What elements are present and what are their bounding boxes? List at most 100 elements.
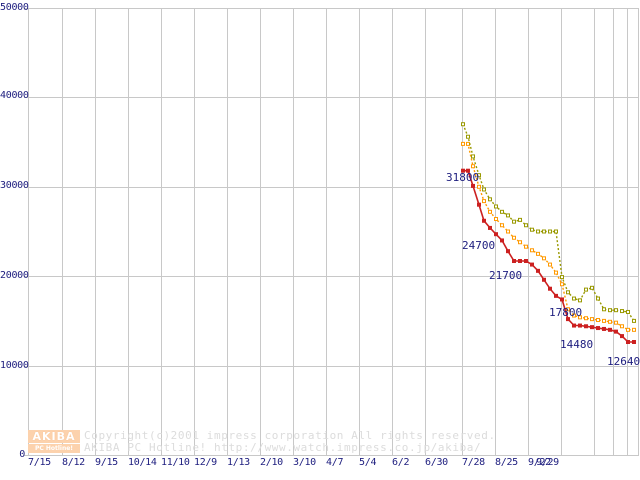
y-axis-tick-label: 20000 [0, 270, 29, 281]
data-point-marker [524, 244, 528, 249]
data-point-marker [632, 327, 636, 332]
data-point-marker [461, 168, 465, 173]
data-point-marker [596, 326, 600, 331]
x-axis-tick-label: 4/7 [326, 457, 344, 468]
x-axis-tick-label: 7/28 [462, 457, 485, 468]
data-point-marker [584, 316, 588, 321]
x-axis-tick-label: 6/30 [425, 457, 448, 468]
x-axis-tick-label: 8/12 [62, 457, 85, 468]
data-point-marker [590, 285, 594, 290]
data-point-marker [530, 248, 534, 253]
data-point-marker [542, 277, 546, 282]
data-point-marker [584, 287, 588, 292]
data-point-marker [590, 325, 594, 330]
data-point-marker [572, 323, 576, 328]
data-point-marker [536, 268, 540, 273]
data-point-marker [608, 319, 612, 324]
data-point-value-label: 14480 [560, 338, 594, 351]
data-point-marker [536, 229, 540, 234]
data-point-marker [596, 318, 600, 323]
data-point-marker [560, 297, 564, 302]
y-axis-tick-label: 40000 [0, 90, 29, 101]
data-point-marker [477, 202, 481, 207]
data-point-marker [620, 309, 624, 314]
data-point-marker [466, 168, 470, 173]
data-point-value-label: 24700 [462, 239, 496, 252]
data-point-marker [632, 339, 636, 344]
data-point-marker [554, 229, 558, 234]
data-point-marker [542, 256, 546, 261]
data-point-value-label: 21700 [489, 269, 523, 282]
data-point-marker [518, 259, 522, 264]
data-point-marker [596, 296, 600, 301]
data-point-marker [554, 293, 558, 298]
data-point-marker [482, 199, 486, 204]
data-point-marker [530, 262, 534, 267]
data-point-marker [548, 286, 552, 291]
x-axis-tick-label: 2/10 [260, 457, 283, 468]
data-point-marker [512, 235, 516, 240]
x-axis-tick-label: 5/4 [359, 457, 377, 468]
x-axis-tick-label: 6/2 [392, 457, 410, 468]
x-axis-tick-label: 12/9 [194, 457, 217, 468]
data-point-marker [494, 232, 498, 237]
data-point-marker [632, 318, 636, 323]
data-point-marker [471, 164, 475, 169]
data-point-marker [524, 223, 528, 228]
data-point-marker [482, 218, 486, 223]
data-point-marker [477, 173, 481, 178]
data-point-marker [572, 296, 576, 301]
data-point-marker [506, 249, 510, 254]
x-axis-tick-label: 11/10 [161, 457, 190, 468]
data-point-marker [542, 229, 546, 234]
data-point-marker [461, 122, 465, 127]
data-point-marker [461, 141, 465, 146]
data-point-marker [477, 184, 481, 189]
data-point-marker [602, 326, 606, 331]
data-point-marker [566, 317, 570, 322]
x-axis-tick-label: 9/29 [536, 457, 559, 468]
data-point-marker [554, 270, 558, 275]
data-point-marker [560, 282, 564, 287]
data-point-marker [602, 318, 606, 323]
data-point-marker [626, 327, 630, 332]
data-point-marker [506, 229, 510, 234]
x-axis-tick-label: 8/25 [495, 457, 518, 468]
data-point-marker [500, 238, 504, 243]
data-point-marker [590, 317, 594, 322]
data-point-marker [560, 275, 564, 280]
data-point-marker [620, 334, 624, 339]
data-point-marker [500, 223, 504, 228]
x-axis-tick-label: 7/15 [28, 457, 51, 468]
x-axis-tick-label: 1/13 [227, 457, 250, 468]
data-point-marker [488, 225, 492, 230]
x-axis-tick-label: 9/22 [528, 457, 551, 468]
y-axis-tick-label: 10000 [0, 360, 29, 371]
data-point-marker [614, 320, 618, 325]
data-point-marker [471, 183, 475, 188]
data-point-marker [602, 307, 606, 312]
data-point-marker [614, 308, 618, 313]
x-axis-tick-label: 10/14 [128, 457, 157, 468]
data-point-marker [488, 197, 492, 202]
data-point-marker [500, 209, 504, 214]
data-point-marker [518, 240, 522, 245]
data-point-marker [578, 315, 582, 320]
data-point-marker [566, 290, 570, 295]
grid-lines [24, 8, 639, 456]
data-point-marker [494, 204, 498, 209]
data-point-marker [572, 313, 576, 318]
data-point-marker [536, 251, 540, 256]
data-point-marker [626, 309, 630, 314]
data-point-marker [512, 219, 516, 224]
series-line-average-price [463, 143, 634, 331]
data-point-marker [494, 216, 498, 221]
data-point-marker [548, 229, 552, 234]
data-point-marker [518, 217, 522, 222]
data-point-marker [626, 339, 630, 344]
series-line-highest-price [462, 123, 635, 322]
series-lines [461, 122, 636, 344]
data-point-marker [512, 259, 516, 264]
